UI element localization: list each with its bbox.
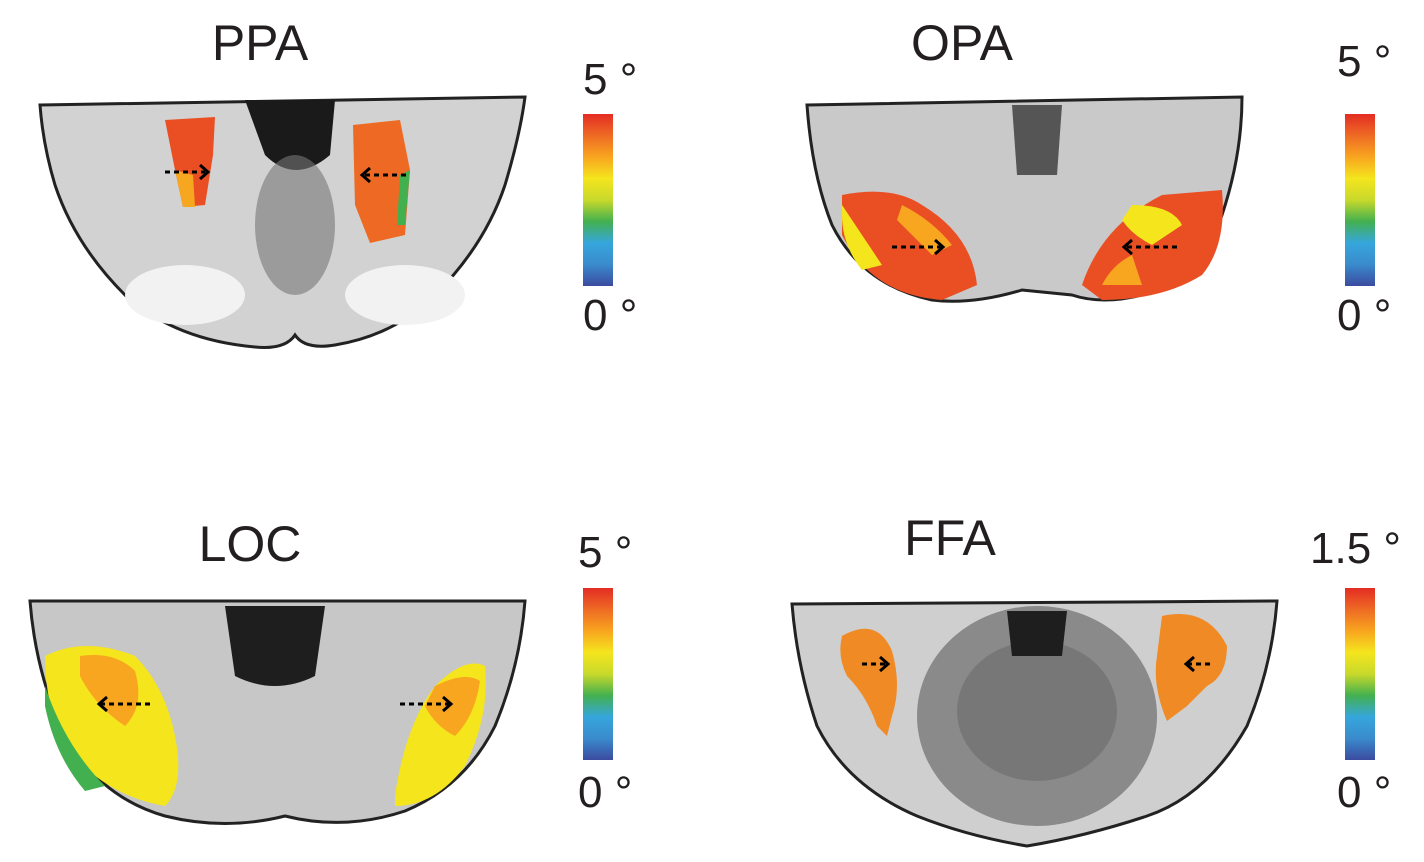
colorbar <box>583 588 613 760</box>
panel-ppa: PPA 5 ° 0 ° <box>0 0 712 431</box>
brain-slice-image <box>805 95 1244 303</box>
panel-title: PPA <box>211 15 309 71</box>
panel-title: LOC <box>198 516 302 572</box>
panel-loc: LOC 5 ° 0 ° <box>0 431 712 862</box>
colorbar-max-label: 5 ° <box>583 55 638 104</box>
colorbar-max-label: 1.5 ° <box>1310 524 1401 573</box>
colorbar-min-label: 0 ° <box>1337 768 1392 817</box>
colorbar-min-label: 0 ° <box>1337 291 1392 340</box>
brain-slice-image <box>28 599 527 825</box>
colorbar <box>583 114 613 286</box>
panel-title: OPA <box>911 15 1013 71</box>
colorbar-min-label: 0 ° <box>578 768 633 817</box>
panel-ffa: FFA 1.5 ° 0 ° <box>712 431 1424 862</box>
colorbar-max-label: 5 ° <box>578 528 633 577</box>
colorbar-min-label: 0 ° <box>583 291 638 340</box>
colorbar <box>1345 588 1375 760</box>
panel-title: FFA <box>904 510 996 566</box>
brain-slice-image <box>790 599 1279 848</box>
colorbar <box>1345 114 1375 286</box>
brain-slice-image <box>38 95 527 349</box>
colorbar-max-label: 5 ° <box>1337 37 1392 86</box>
panel-opa: OPA 5 ° 0 ° <box>712 0 1424 431</box>
